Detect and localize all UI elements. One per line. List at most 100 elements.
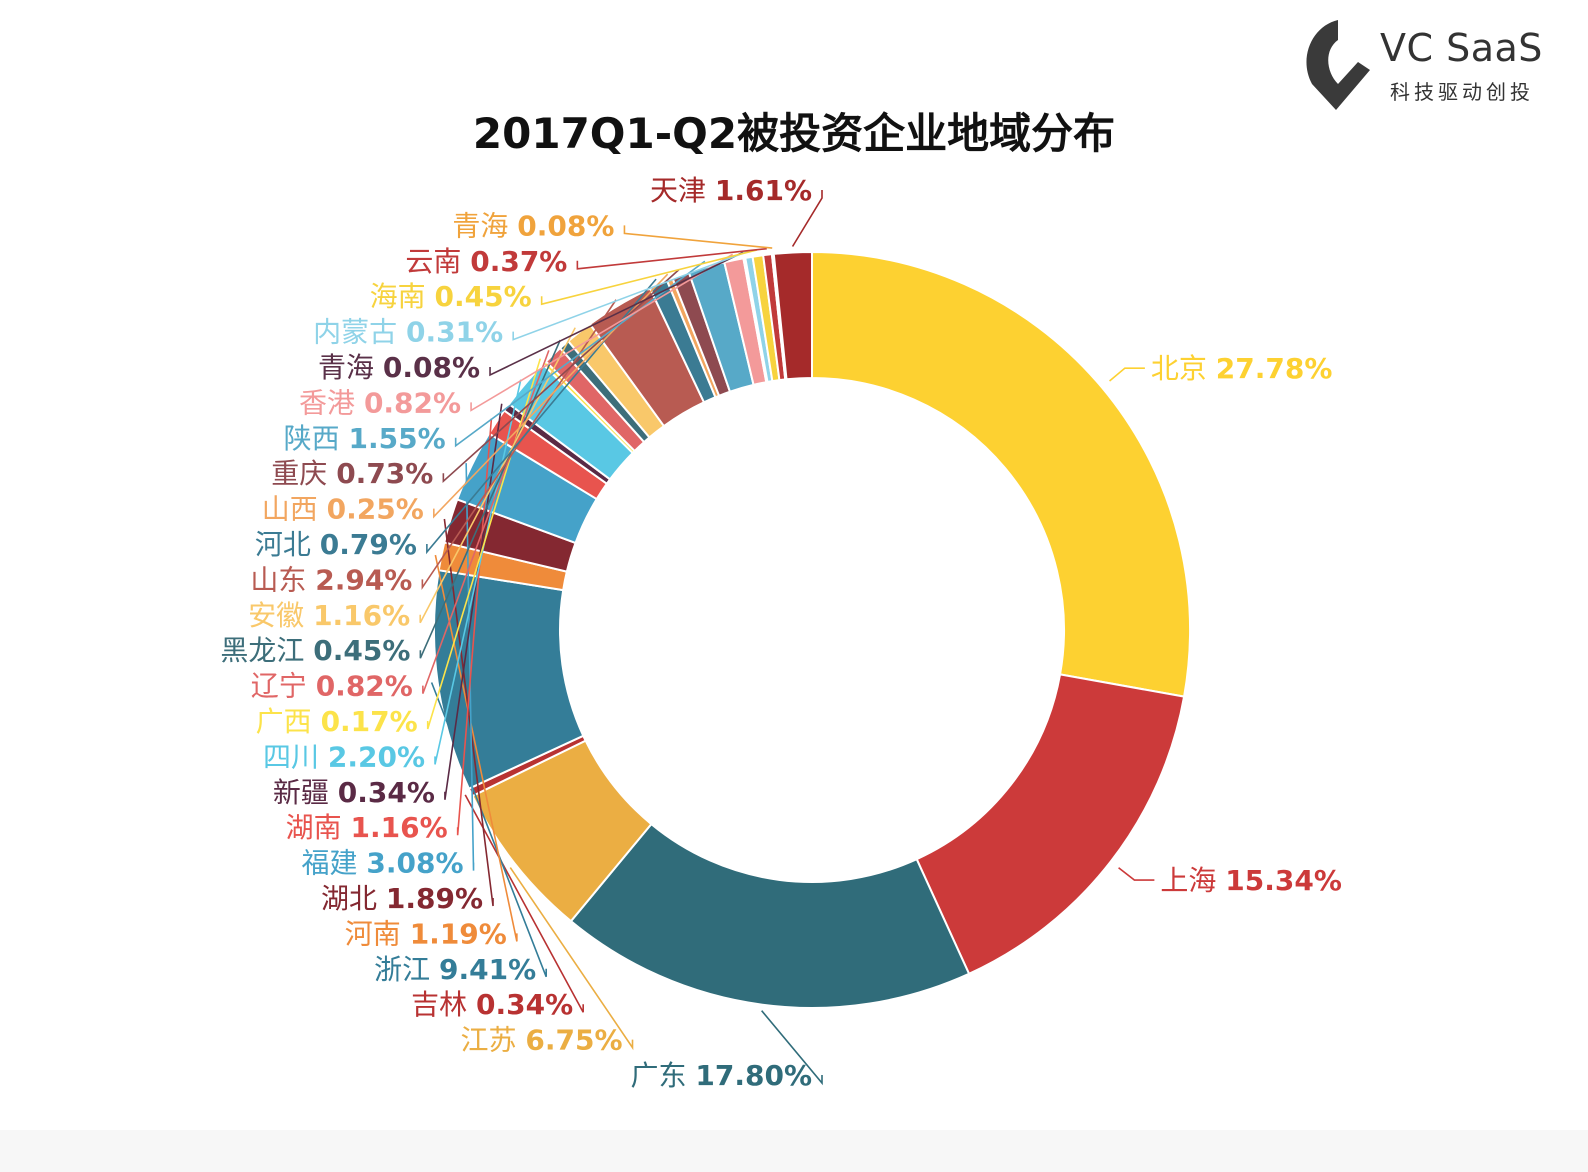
slice-label-value: 0.17% <box>321 705 418 738</box>
leader-line-河北 <box>426 278 657 555</box>
slice-label-name: 安徽 <box>248 599 313 632</box>
slice-label-内蒙古: 内蒙古 0.31% <box>313 316 503 349</box>
leader-line-广西 <box>426 358 542 730</box>
chart-title: 2017Q1-Q2被投资企业地域分布 <box>472 109 1116 158</box>
slice-label-北京: 北京 27.78% <box>1151 352 1333 385</box>
slice-label-name: 山东 <box>250 563 315 596</box>
slice-label-name: 重庆 <box>271 457 336 490</box>
leader-line-北京 <box>1109 367 1145 382</box>
slice-label-name: 云南 <box>405 245 470 278</box>
slice-label-value: 0.34% <box>338 776 435 809</box>
slice-label-上海: 上海 15.34% <box>1160 864 1342 897</box>
slice-label-value: 1.55% <box>349 422 446 455</box>
slice-label-name: 江苏 <box>460 1024 525 1057</box>
slice-label-山东: 山东 2.94% <box>250 563 412 596</box>
slice-label-value: 0.37% <box>470 245 567 278</box>
slice-label-name: 青海 <box>452 209 517 242</box>
slice-label-辽宁: 辽宁 0.82% <box>251 670 413 703</box>
logo-tagline: 科技驱动创投 <box>1390 80 1534 104</box>
slice-label-value: 1.89% <box>386 882 483 915</box>
leader-line-海南 <box>540 249 758 306</box>
slice-label-name: 广西 <box>256 705 321 738</box>
slice-label-name: 上海 <box>1160 864 1225 897</box>
slice-label-value: 3.08% <box>366 847 463 880</box>
leader-line-吉林 <box>464 794 584 1013</box>
slice-label-value: 0.45% <box>435 280 532 313</box>
slice-label-福建: 福建 3.08% <box>301 847 463 880</box>
slice-label-name: 新疆 <box>273 776 338 809</box>
slice-label-value: 0.82% <box>316 670 413 703</box>
slice-label-name: 黑龙江 <box>220 634 313 667</box>
slice-label-value: 17.80% <box>695 1059 812 1092</box>
slice-label-name: 湖北 <box>321 882 386 915</box>
slice-label-name: 青海 <box>318 351 383 384</box>
leader-line-辽宁 <box>422 350 550 694</box>
leader-line-陕西 <box>454 260 706 448</box>
slice-label-value: 2.20% <box>328 740 425 773</box>
slice-label-value: 0.08% <box>383 351 480 384</box>
slice-label-天津: 天津 1.61% <box>650 174 812 207</box>
slice-label-name: 河北 <box>255 528 320 561</box>
slice-上海 <box>915 673 1186 976</box>
slice-label-value: 0.45% <box>313 634 410 667</box>
slice-label-value: 27.78% <box>1216 352 1333 385</box>
slice-label-河南: 河南 1.19% <box>345 917 507 950</box>
slice-label-name: 内蒙古 <box>313 316 406 349</box>
slice-label-浙江: 浙江 9.41% <box>374 953 536 986</box>
slice-label-value: 6.75% <box>525 1024 622 1057</box>
slice-label-name: 北京 <box>1151 352 1216 385</box>
slice-label-name: 河南 <box>345 917 410 950</box>
slice-label-value: 1.16% <box>313 599 410 632</box>
slice-label-name: 陕西 <box>284 422 349 455</box>
slice-label-云南: 云南 0.37% <box>405 245 567 278</box>
leader-line-青海 <box>489 251 744 377</box>
leader-line-福建 <box>465 463 475 871</box>
leader-line-香港 <box>470 253 734 412</box>
slice-label-青海: 青海 0.08% <box>318 351 480 384</box>
slice-label-广西: 广西 0.17% <box>256 705 418 738</box>
slice-label-name: 香港 <box>299 386 364 419</box>
slice-label-value: 0.79% <box>320 528 417 561</box>
logo-mark-icon <box>1306 20 1370 110</box>
slice-label-name: 浙江 <box>374 953 439 986</box>
slice-label-value: 0.25% <box>327 493 424 526</box>
slice-label-湖北: 湖北 1.89% <box>321 882 483 915</box>
slice-广东 <box>569 822 971 1009</box>
slice-天津 <box>772 250 813 381</box>
slice-label-山西: 山西 0.25% <box>262 493 424 526</box>
slice-label-value: 0.34% <box>476 988 573 1021</box>
leader-line-内蒙古 <box>512 250 749 341</box>
slice-label-吉林: 吉林 0.34% <box>411 988 573 1021</box>
leader-line-广东 <box>761 1010 823 1086</box>
leader-line-四川 <box>434 379 522 765</box>
leader-line-天津 <box>791 190 823 247</box>
slice-label-name: 广东 <box>630 1059 695 1092</box>
leader-line-山西 <box>433 273 669 519</box>
slice-label-value: 2.94% <box>315 563 412 596</box>
slice-label-香港: 香港 0.82% <box>299 386 461 419</box>
leader-line-河南 <box>434 554 518 942</box>
slice-label-name: 湖南 <box>286 811 351 844</box>
slice-label-name: 福建 <box>301 847 366 880</box>
slice-label-value: 1.19% <box>410 917 507 950</box>
slice-label-value: 15.34% <box>1225 864 1342 897</box>
slice-label-河北: 河北 0.79% <box>255 528 417 561</box>
slices-group <box>433 250 1191 1009</box>
slice-label-新疆: 新疆 0.34% <box>273 776 435 809</box>
slice-label-陕西: 陕西 1.55% <box>284 422 446 455</box>
slice-label-name: 四川 <box>263 740 328 773</box>
slice-label-name: 辽宁 <box>251 670 316 703</box>
leader-line-重庆 <box>442 269 680 483</box>
slice-label-name: 天津 <box>650 174 715 207</box>
slice-label-value: 0.31% <box>406 316 503 349</box>
vc-saas-logo: VC SaaS 科技驱动创投 <box>1300 18 1570 118</box>
slice-label-value: 0.82% <box>364 386 461 419</box>
slice-北京 <box>811 250 1191 698</box>
slice-label-name: 海南 <box>370 280 435 313</box>
slice-label-value: 0.73% <box>336 457 433 490</box>
slice-label-安徽: 安徽 1.16% <box>248 599 410 632</box>
slice-label-value: 1.16% <box>351 811 448 844</box>
leader-line-安徽 <box>419 327 576 624</box>
leader-line-云南 <box>576 247 767 270</box>
